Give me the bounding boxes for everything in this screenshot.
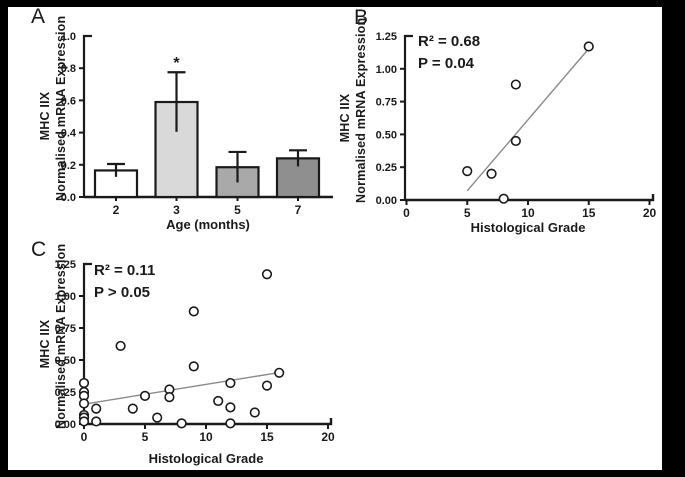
- panel-a-xlabel: Age (months): [166, 217, 250, 232]
- panel-a-ylabel-line2: Normalised mRNA Expression: [54, 15, 68, 201]
- y-axis: [82, 262, 92, 424]
- x-tick-label: 10: [199, 430, 213, 444]
- panel-c-r-squared: R² = 0.11: [94, 262, 156, 279]
- canvas-background: [8, 7, 662, 470]
- panel-c-plot: 0.00 0.25 0.50 0.75 1.00 1.25 0 5 10 15 20: [55, 259, 335, 444]
- data-point: [498, 193, 509, 204]
- y-tick-label: 0.4: [61, 128, 77, 140]
- panel-b-annotation: R² = 0.68 P = 0.04: [418, 31, 480, 75]
- y-tick-label: 0.75: [376, 97, 397, 109]
- data-point: [510, 79, 521, 90]
- x-tick-label: 3: [173, 203, 180, 217]
- data-point: [225, 418, 236, 429]
- data-point: [261, 269, 273, 280]
- y-tick-label: 1.25: [55, 259, 76, 271]
- regression-line: [83, 371, 282, 405]
- y-tick-label: 1.00: [55, 291, 76, 303]
- x-tick-label: 0: [403, 206, 410, 220]
- y-tick-label: 0.2: [61, 160, 76, 172]
- data-point: [139, 390, 151, 401]
- data-point: [164, 392, 175, 403]
- y-tick-label: 0.50: [55, 355, 76, 367]
- data-point: [225, 377, 236, 389]
- data-point: [188, 306, 199, 317]
- x-tick-label: 10: [521, 206, 535, 220]
- data-point: [462, 166, 473, 177]
- data-point: [261, 380, 273, 391]
- panel-a-plot: 0.0 0.2 0.4 0.6 0.8 1.0 2 3 5 7: [61, 31, 333, 217]
- panel-a-letter: A: [31, 5, 46, 28]
- data-point: [176, 418, 187, 429]
- y-tick-label: 0.00: [376, 195, 397, 207]
- data-point: [583, 41, 594, 52]
- panel-b-plot: 0.00 0.25 0.50 0.75 1.00 1.25 0 5 10 15 20: [376, 31, 657, 220]
- y-tick-label: 1.0: [61, 31, 76, 43]
- panel-b-p-value: P = 0.04: [418, 55, 475, 72]
- data-point: [249, 407, 260, 418]
- x-axis: [84, 418, 333, 426]
- data-point: [91, 403, 102, 414]
- regression-line: [466, 46, 592, 192]
- y-tick-label: 0.75: [55, 323, 76, 335]
- panel-c-letter: C: [31, 238, 47, 261]
- panel-b-letter: B: [354, 6, 369, 29]
- x-tick-label: 7: [295, 203, 302, 217]
- x-tick-label: 15: [260, 430, 274, 444]
- panel-c-ylabel-line2: Normalised mRNA Expression: [54, 243, 68, 429]
- x-tick-label: 5: [142, 430, 149, 444]
- panel-b-xlabel: Histological Grade: [470, 220, 586, 235]
- data-point: [91, 416, 102, 427]
- y-tick-label: 0.50: [376, 129, 397, 141]
- data-point: [510, 135, 521, 147]
- x-tick-label: 15: [582, 206, 596, 220]
- x-tick-label: 5: [464, 206, 471, 220]
- panel-b-r-squared: R² = 0.68: [418, 33, 481, 50]
- x-tick-label: 0: [81, 430, 88, 444]
- data-point: [78, 398, 90, 409]
- x-tick-label: 20: [321, 430, 335, 444]
- data-point: [213, 395, 224, 407]
- panel-c-p-value: P > 0.05: [94, 284, 151, 301]
- data-point: [152, 412, 163, 423]
- y-tick-label: 1.00: [376, 64, 397, 76]
- y-tick-label: 0.6: [61, 95, 76, 107]
- data-point: [274, 367, 285, 378]
- x-tick-label: 2: [113, 203, 120, 217]
- y-tick-label: 1.25: [376, 31, 397, 43]
- x-tick-label: 5: [234, 203, 241, 217]
- significance-star: *: [173, 55, 180, 72]
- y-axis: [82, 34, 92, 197]
- panel-b-ylabel-line1: MHC IIX: [338, 93, 352, 143]
- panel-c-xlabel: Histological Grade: [148, 451, 264, 466]
- y-axis: [403, 34, 413, 200]
- x-tick-label: 20: [643, 206, 657, 220]
- panel-a-ylabel-line1: MHC IIX: [38, 91, 52, 141]
- data-point: [78, 377, 90, 389]
- data-point: [127, 403, 138, 414]
- data-point: [78, 416, 90, 427]
- panel-c-ylabel-line1: MHC IIX: [38, 319, 52, 369]
- y-tick-label: 0.00: [55, 419, 76, 431]
- y-tick-label: 0.8: [61, 63, 76, 75]
- panel-c-annotation: R² = 0.11 P > 0.05: [94, 260, 155, 304]
- data-point: [115, 340, 126, 352]
- x-axis: [405, 194, 655, 202]
- data-point: [225, 402, 236, 413]
- y-tick-label: 0.25: [376, 162, 397, 174]
- y-tick-label: 0.25: [55, 387, 76, 399]
- data-point: [188, 361, 199, 372]
- panel-b-ylabel-line2: Normalised mRNA Expression: [354, 17, 368, 203]
- data-point: [486, 168, 497, 179]
- y-tick-label: 0.0: [61, 192, 76, 204]
